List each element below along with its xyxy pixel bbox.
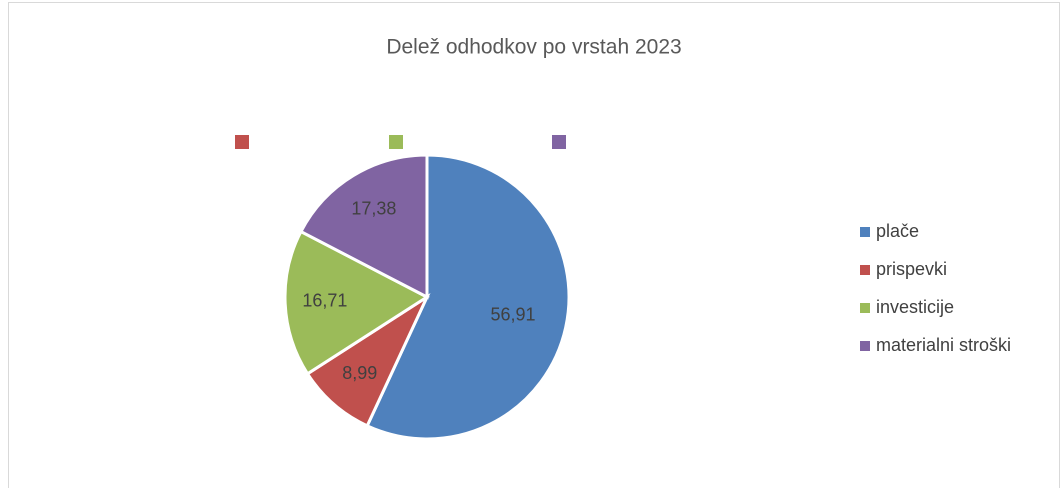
pie-slice xyxy=(298,153,429,300)
data-label: 16,71 xyxy=(302,290,347,310)
stray-marker xyxy=(389,135,403,149)
pie-slice xyxy=(305,292,431,428)
legend-label: materialni stroški xyxy=(876,335,1011,355)
legend-marker xyxy=(860,303,870,313)
legend-label: plače xyxy=(876,221,919,241)
stray-marker xyxy=(552,135,566,149)
data-label: 17,38 xyxy=(351,198,396,218)
legend-marker xyxy=(860,227,870,237)
pie-slice xyxy=(283,229,430,376)
legend-marker xyxy=(860,341,870,351)
data-label: 8,99 xyxy=(342,363,377,383)
chart-title: Delež odhodkov po vrstah 2023 xyxy=(386,36,681,59)
legend-label: investicije xyxy=(876,297,954,317)
legend-marker xyxy=(860,265,870,275)
data-label: 56,91 xyxy=(490,305,535,325)
pie-slice xyxy=(365,153,571,441)
stray-marker xyxy=(235,135,249,149)
legend-label: prispevki xyxy=(876,259,947,279)
